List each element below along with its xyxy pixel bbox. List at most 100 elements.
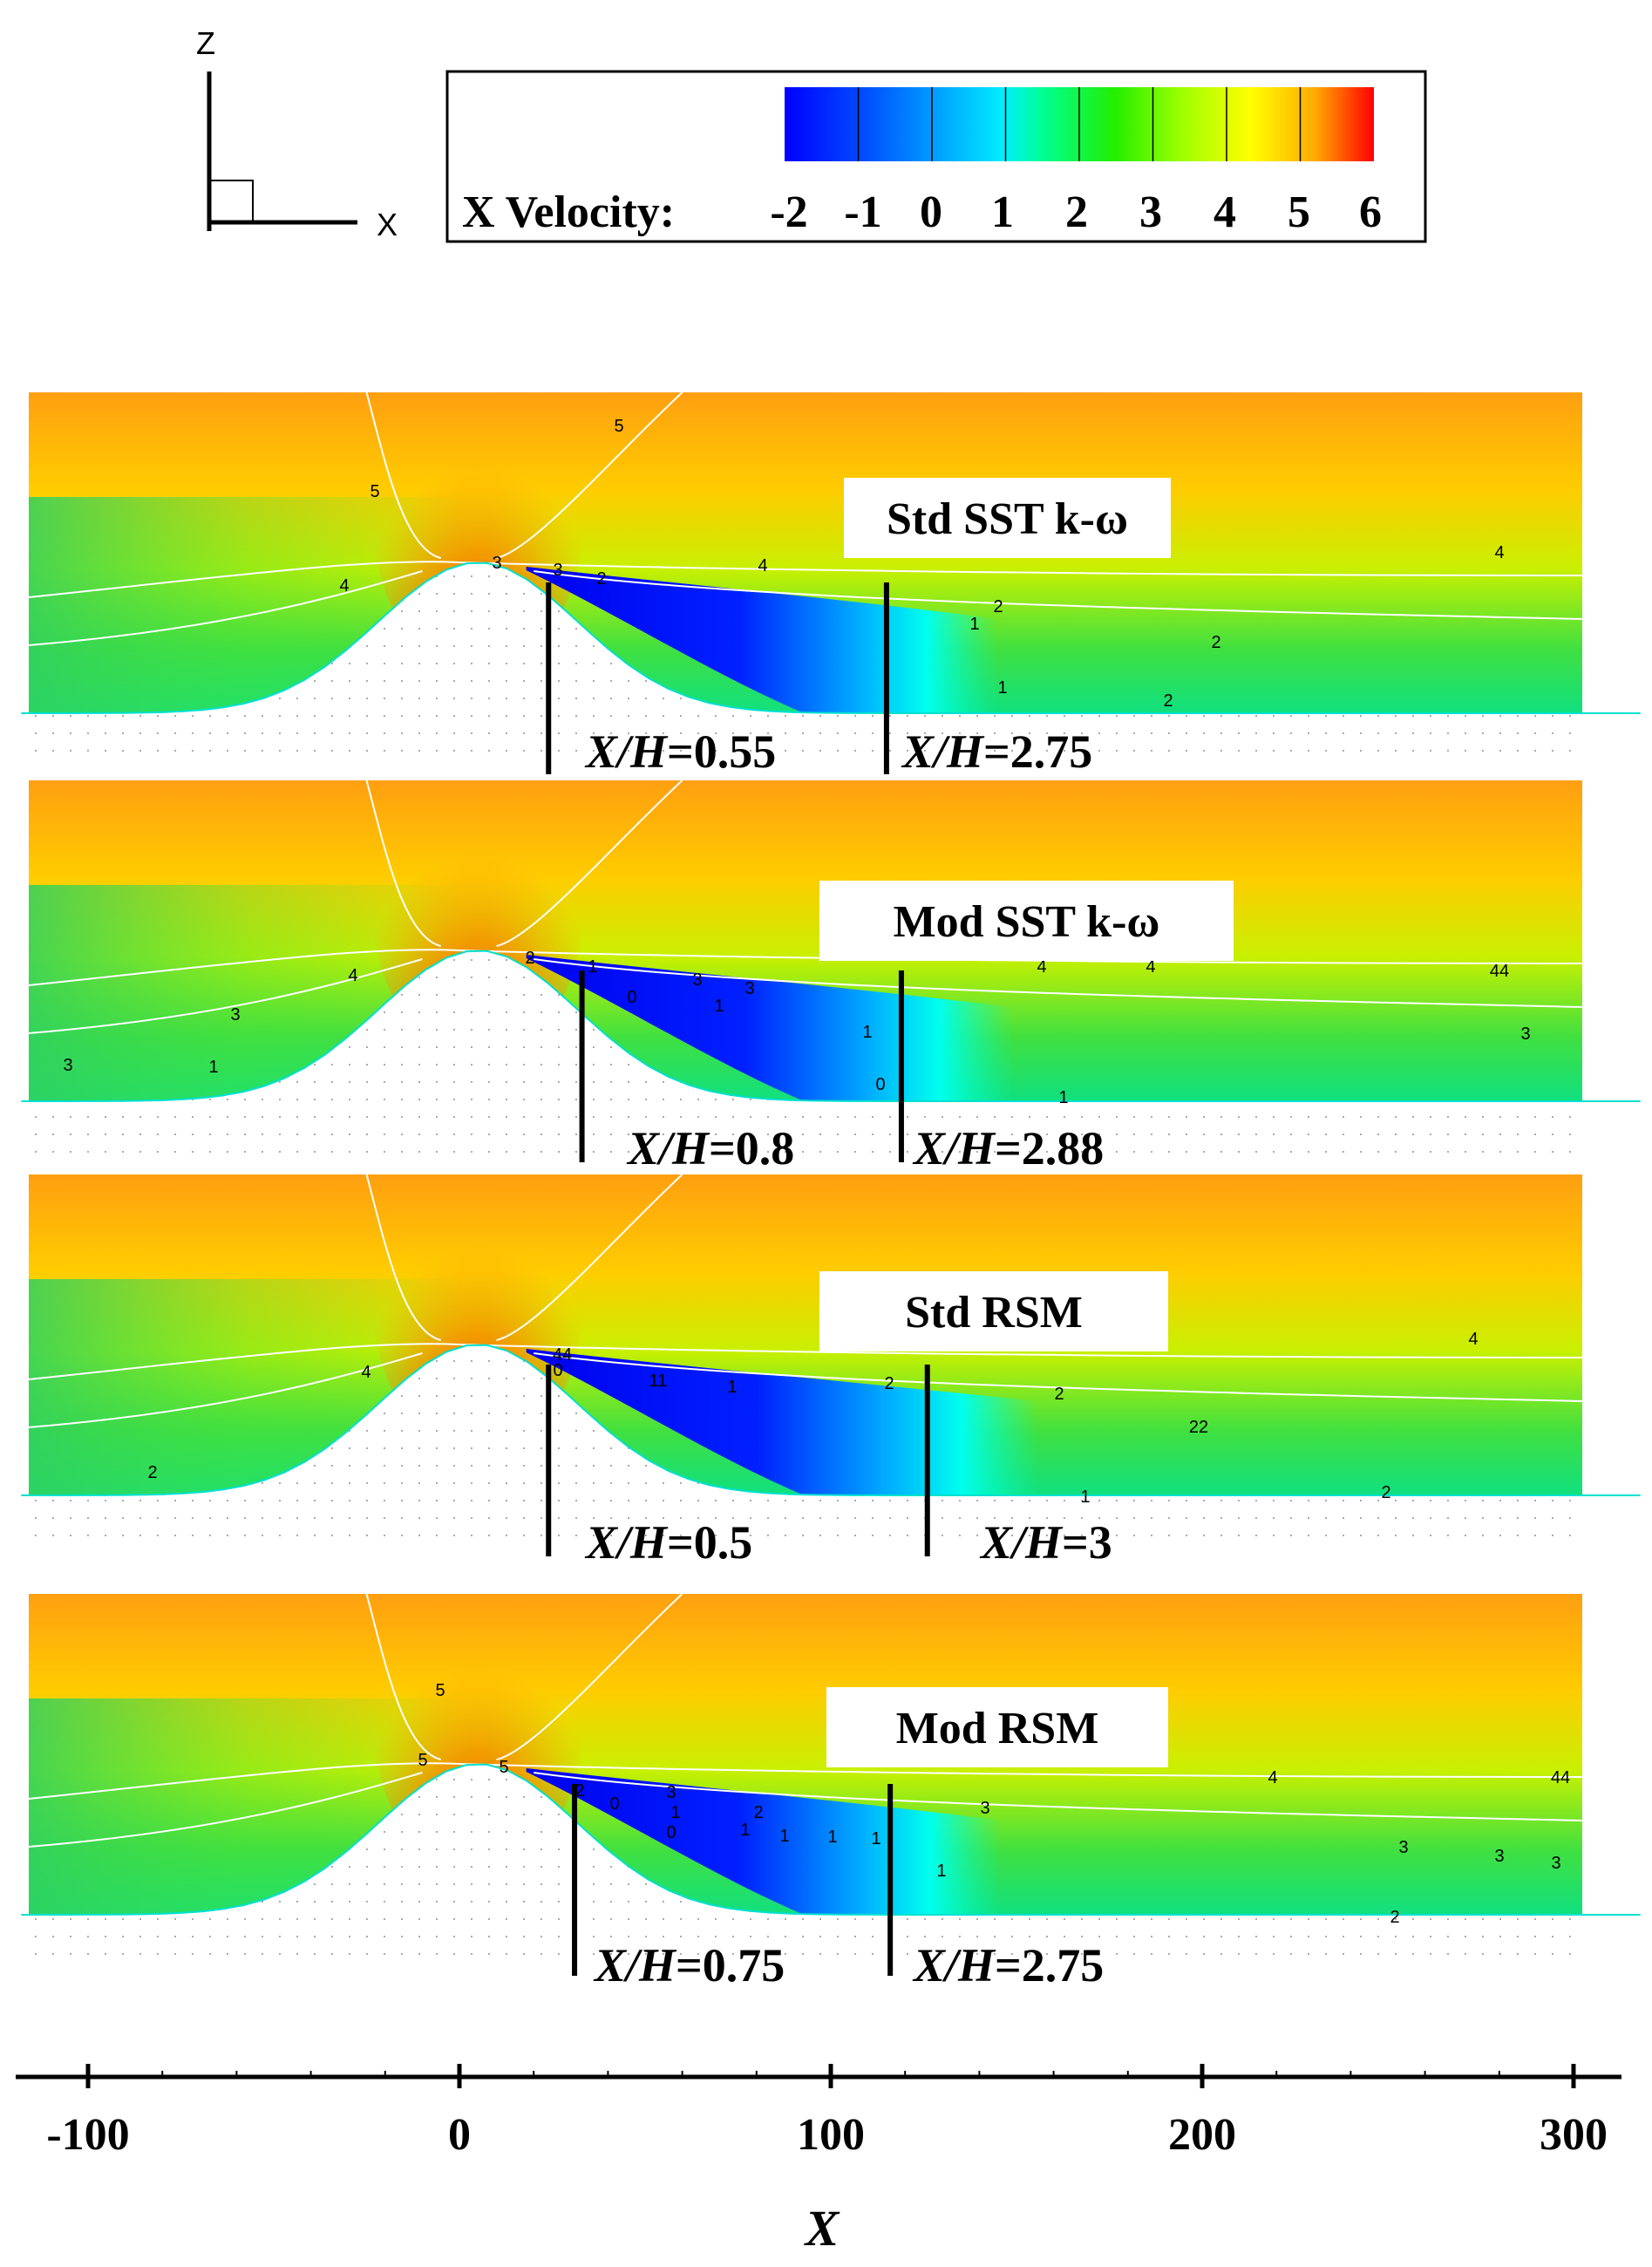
contour-label: 1 xyxy=(827,1828,837,1847)
contour-line xyxy=(534,958,1582,1008)
contour-label: 2 xyxy=(596,569,606,589)
contour-label: 0 xyxy=(627,988,636,1007)
legend-level-label: -1 xyxy=(844,187,881,237)
legend-label: X Velocity: xyxy=(462,187,675,237)
contour-label: 1 xyxy=(1080,1488,1090,1507)
x-tick-label: 300 xyxy=(1540,2110,1608,2160)
contour-label: 3 xyxy=(492,554,501,573)
contour-label: 1 xyxy=(740,1821,750,1840)
contour-line xyxy=(496,392,683,559)
x-axis: -100 0 100 200 300 X xyxy=(16,2064,1621,2257)
contour-label: 4 xyxy=(1494,543,1504,562)
contour-line xyxy=(29,570,423,646)
contour-label: 1 xyxy=(862,1023,872,1042)
contour-label: 5 xyxy=(435,1681,445,1700)
triad-z-label: Z xyxy=(196,25,215,61)
contour-label: 1 xyxy=(997,678,1007,698)
marker-label: X/H=2.88 xyxy=(912,1122,1104,1174)
contour-label: 4 xyxy=(339,576,349,596)
contour-line xyxy=(496,780,683,947)
contour-label: 4 xyxy=(1468,1330,1478,1349)
contour-line xyxy=(534,1352,1582,1402)
contour-label: 11 xyxy=(649,1372,668,1391)
contour-label: 3 xyxy=(1551,1854,1560,1873)
contour-label: 2 xyxy=(753,1803,763,1822)
model-label: Std RSM xyxy=(905,1288,1083,1338)
legend-level-label: -2 xyxy=(770,187,807,237)
contour-label: 5 xyxy=(614,417,623,436)
contour-label: 1 xyxy=(588,957,597,977)
contour-label: 2 xyxy=(525,949,534,968)
contour-line xyxy=(365,392,441,559)
contour-label: 2 xyxy=(1390,1908,1399,1927)
contour-label: 4 xyxy=(361,1363,371,1382)
marker-label: X/H=0.8 xyxy=(626,1122,794,1174)
contour-label: 4 xyxy=(1268,1768,1277,1787)
legend-level-label: 4 xyxy=(1214,187,1236,237)
legend-level-label: 5 xyxy=(1288,187,1310,237)
contour-label: 44 xyxy=(1551,1768,1570,1787)
axis-triad: Z X xyxy=(196,25,398,242)
contour-label: 2 xyxy=(1054,1385,1064,1404)
marker-label: X/H=0.75 xyxy=(593,1939,785,1991)
contour-label: 1 xyxy=(1058,1088,1068,1107)
contour-label: 3 xyxy=(553,561,562,580)
separation-bubble xyxy=(526,567,998,713)
model-label-box xyxy=(826,1687,1168,1767)
contour-label: 4 xyxy=(348,966,357,985)
contour-label: 1 xyxy=(936,1862,946,1881)
contour-label: 5 xyxy=(418,1751,427,1770)
contour-label: 4 xyxy=(1146,957,1155,977)
hill-surface xyxy=(21,562,1641,714)
x-tick-label: 100 xyxy=(797,2110,865,2160)
contour-label: 1 xyxy=(871,1829,880,1848)
contour-label: 1 xyxy=(727,1378,737,1397)
contour-label: 0 xyxy=(666,1823,676,1842)
hill-surface xyxy=(21,950,1641,1102)
legend-level-label: 6 xyxy=(1359,187,1382,237)
model-label: Mod RSM xyxy=(896,1704,1099,1753)
contour-label: 2 xyxy=(574,1781,584,1801)
legend: X Velocity: -2 -1 0 1 2 3 4 5 6 xyxy=(445,70,1427,243)
marker-label: X/H=2.75 xyxy=(912,1939,1104,1991)
x-tick-label: -100 xyxy=(46,2110,129,2160)
contour-label: 3 xyxy=(1494,1847,1504,1866)
contour-label: 4 xyxy=(1037,957,1046,977)
contour-line xyxy=(534,570,1582,620)
contour-line xyxy=(496,1594,683,1760)
model-label-box xyxy=(819,881,1234,961)
contour-label: 4 xyxy=(758,556,767,575)
contour-line xyxy=(29,1352,423,1428)
contour-label: 3 xyxy=(980,1799,989,1818)
contour-label: 3 xyxy=(744,979,754,998)
x-tick-label: 200 xyxy=(1168,2110,1236,2160)
x-tick-label: 0 xyxy=(448,2110,471,2160)
contour-label: 2 xyxy=(1163,691,1173,711)
contour-label: 5 xyxy=(499,1758,508,1777)
contour-line xyxy=(29,1762,1582,1800)
legend-level-label: 3 xyxy=(1139,187,1162,237)
contour-label: 44 xyxy=(1490,962,1509,981)
contour-line xyxy=(29,561,1582,598)
contour-label: 5 xyxy=(370,482,379,501)
legend-level-label: 0 xyxy=(920,187,942,237)
model-label: Mod SST k-ω xyxy=(894,897,1160,947)
contour-label: 0 xyxy=(875,1075,885,1094)
contour-label: 1 xyxy=(779,1827,789,1846)
contour-label: 1 xyxy=(670,1803,680,1822)
x-axis-title: X xyxy=(804,2200,840,2257)
model-label-box xyxy=(819,1271,1168,1351)
contour-line xyxy=(365,1594,441,1760)
hill-surface xyxy=(21,1763,1641,1916)
triad-x-label: X xyxy=(377,207,398,242)
separation-bubble xyxy=(526,1768,1002,1915)
contour-line xyxy=(496,1174,683,1341)
marker-label: X/H=2.75 xyxy=(901,725,1092,778)
contour-label: 2 xyxy=(993,597,1003,616)
contour-label: 2 xyxy=(1381,1483,1390,1502)
legend-level-label: 2 xyxy=(1065,187,1088,237)
